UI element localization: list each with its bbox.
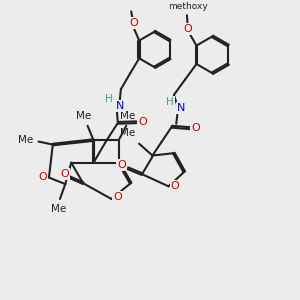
Text: O: O	[60, 169, 69, 179]
Text: O: O	[38, 172, 47, 182]
Text: O: O	[171, 181, 179, 191]
Text: O: O	[129, 18, 138, 28]
Text: O: O	[117, 160, 126, 170]
Text: O: O	[138, 117, 147, 127]
Text: O: O	[113, 193, 122, 202]
Text: O: O	[191, 123, 200, 133]
Text: O: O	[183, 24, 192, 34]
Text: Me: Me	[120, 111, 135, 122]
Text: N: N	[177, 103, 185, 113]
Text: Me: Me	[120, 128, 136, 138]
Text: Me: Me	[76, 111, 92, 122]
Text: Me: Me	[51, 204, 66, 214]
Text: Me: Me	[18, 135, 33, 145]
Text: methoxy: methoxy	[169, 2, 208, 11]
Text: H: H	[104, 94, 112, 104]
Text: N: N	[116, 101, 124, 111]
Text: H: H	[166, 97, 174, 107]
Text: methoxy: methoxy	[131, 6, 137, 7]
